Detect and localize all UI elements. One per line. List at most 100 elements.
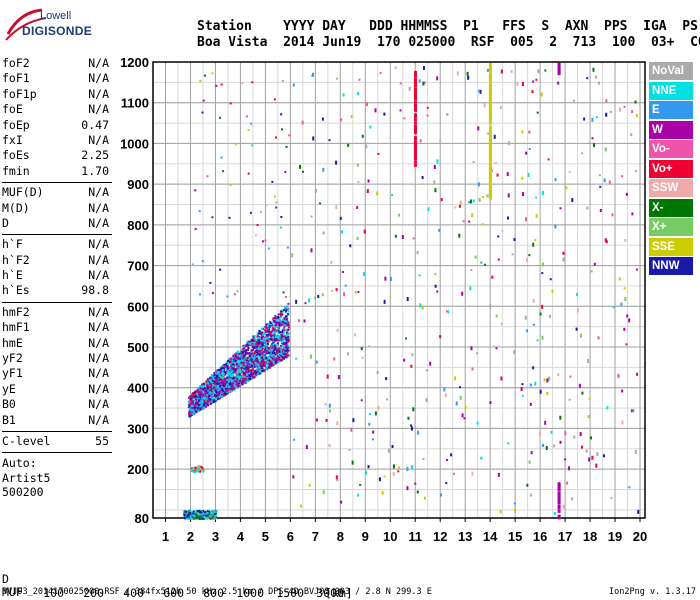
echo-point	[513, 502, 516, 505]
echo-point	[488, 152, 492, 156]
echo-point	[272, 361, 275, 364]
echo-point	[413, 127, 417, 131]
echo-point	[191, 511, 194, 514]
echo-point	[189, 403, 192, 406]
echo-point	[240, 380, 243, 383]
echo-point	[245, 359, 248, 362]
echo-point	[197, 406, 200, 409]
echo-point	[208, 379, 211, 382]
echo-point	[273, 328, 276, 331]
echo-point	[634, 170, 637, 173]
echo-point	[205, 402, 208, 405]
echo-point	[521, 82, 524, 87]
echo-point	[205, 514, 208, 517]
echo-point	[224, 365, 227, 368]
echo-point	[270, 348, 273, 351]
echo-point	[235, 384, 238, 387]
echo-point	[256, 357, 259, 360]
echo-point	[488, 75, 492, 79]
echo-point	[207, 382, 210, 385]
echo-point	[272, 341, 275, 344]
echo-point	[212, 391, 215, 394]
echo-point	[240, 356, 243, 359]
echo-point	[587, 359, 590, 364]
echo-point	[189, 397, 192, 400]
echo-point	[445, 482, 448, 485]
echo-point	[265, 352, 268, 355]
echo-point	[528, 460, 531, 464]
echo-point	[418, 274, 421, 277]
legend-item: SSE	[649, 237, 693, 256]
echo-point	[404, 337, 407, 340]
echo-point	[284, 324, 287, 327]
echo-point	[245, 344, 248, 347]
footer-value: 400	[123, 586, 144, 600]
echo-point	[275, 343, 278, 346]
echo-point	[479, 89, 482, 94]
echo-point	[488, 62, 492, 66]
echo-point	[209, 517, 212, 520]
y-tick-label: 900	[127, 177, 149, 192]
echo-point	[195, 400, 198, 403]
echo-point	[190, 409, 193, 412]
echo-point	[275, 316, 278, 319]
echo-point	[197, 465, 200, 468]
echo-point	[586, 77, 589, 80]
echo-point	[554, 224, 557, 229]
echo-point	[480, 261, 483, 264]
echo-point	[384, 276, 387, 281]
echo-point	[593, 262, 596, 266]
echo-point	[292, 475, 295, 479]
echo-point	[497, 235, 500, 238]
echo-point	[285, 145, 288, 148]
echo-point	[625, 192, 628, 196]
echo-point	[495, 347, 498, 350]
echo-point	[193, 394, 196, 397]
echo-point	[557, 64, 561, 68]
echo-point	[264, 239, 267, 242]
echo-point	[196, 515, 199, 518]
echo-point	[230, 371, 233, 374]
echo-point	[256, 335, 259, 338]
echo-point	[192, 406, 195, 409]
echo-point	[425, 398, 428, 403]
echo-point	[500, 322, 503, 326]
echo-point	[257, 344, 260, 347]
echo-point	[202, 404, 205, 407]
parameter-group-muf: MUF(D) N/A M(D) N/A D N/A	[2, 185, 112, 231]
echo-point	[277, 339, 280, 342]
echo-point	[184, 513, 187, 516]
echo-point	[230, 363, 233, 366]
echo-point	[456, 71, 459, 76]
echo-point	[365, 144, 368, 149]
echo-point	[195, 397, 198, 400]
echo-point	[636, 268, 639, 271]
echo-point	[536, 339, 539, 342]
echo-point	[267, 359, 270, 362]
echo-point	[236, 380, 239, 383]
footer-d-label: D	[2, 572, 9, 586]
echo-point	[209, 393, 212, 396]
echo-point	[212, 515, 215, 518]
echo-point	[268, 366, 271, 369]
echo-point	[568, 170, 571, 173]
echo-point	[280, 324, 283, 327]
parameter-value: N/A	[88, 86, 109, 101]
echo-point	[244, 378, 247, 381]
echo-point	[413, 149, 417, 153]
echo-point	[199, 470, 202, 473]
echo-point	[317, 294, 320, 298]
echo-point	[256, 370, 259, 373]
echo-point	[605, 112, 608, 117]
echo-point	[553, 512, 556, 516]
echo-point	[199, 390, 202, 393]
echo-point	[488, 69, 492, 73]
echo-point	[635, 114, 638, 118]
echo-point	[195, 513, 198, 516]
echo-point	[544, 420, 547, 425]
echo-point	[243, 360, 246, 363]
echo-point	[489, 304, 492, 309]
echo-point	[217, 386, 220, 389]
echo-point	[265, 357, 268, 360]
echo-point	[488, 134, 492, 138]
